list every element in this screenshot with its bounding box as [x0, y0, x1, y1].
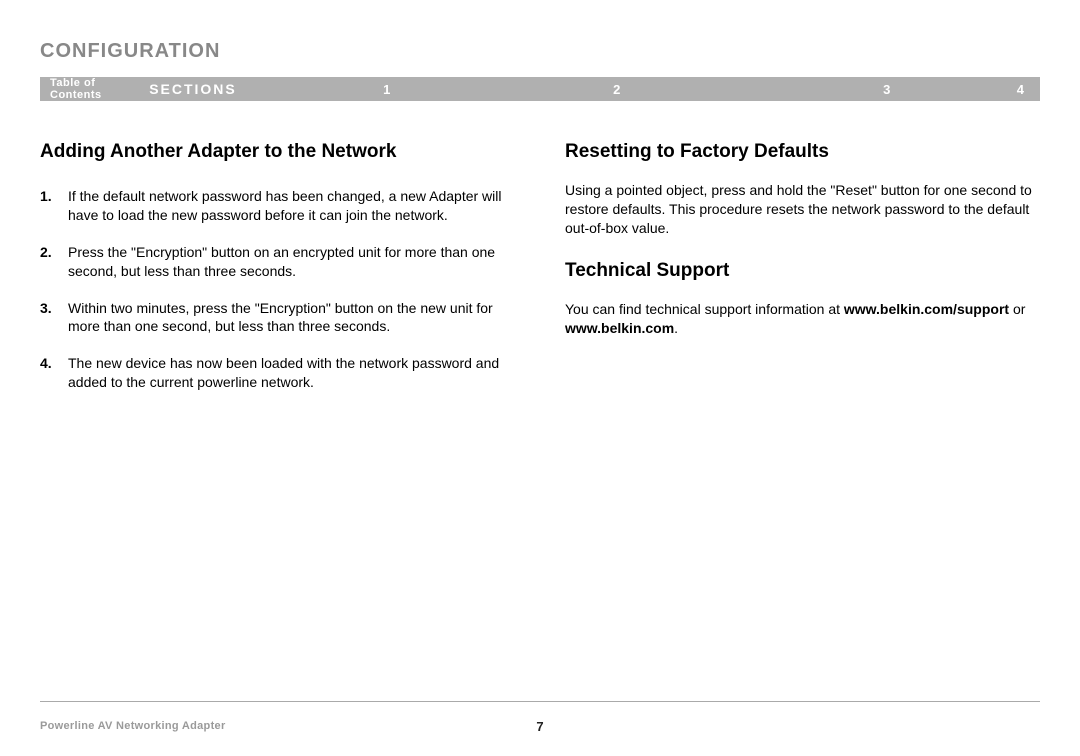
list-item: 3. Within two minutes, press the "Encryp…	[40, 299, 515, 337]
support-text-mid: or	[1009, 301, 1025, 317]
page-title: CONFIGURATION	[40, 40, 1040, 63]
footer-doc-name: Powerline AV Networking Adapter	[40, 720, 226, 732]
list-item: 1. If the default network password has b…	[40, 187, 515, 225]
nav-section-3[interactable]: 3	[757, 82, 1017, 97]
support-paragraph: You can find technical support informati…	[565, 300, 1040, 338]
nav-section-4[interactable]: 4	[1017, 82, 1040, 97]
support-heading: Technical Support	[565, 260, 1040, 282]
left-column: Adding Another Adapter to the Network 1.…	[40, 141, 515, 410]
step-number: 4.	[40, 354, 68, 392]
nav-toc-link[interactable]: Table of Contents	[40, 77, 149, 101]
page: CONFIGURATION Table of Contents SECTIONS…	[0, 0, 1080, 756]
nav-bar: Table of Contents SECTIONS 1 2 3 4	[40, 77, 1040, 101]
right-column: Resetting to Factory Defaults Using a po…	[565, 141, 1040, 410]
step-number: 2.	[40, 243, 68, 281]
step-text: Within two minutes, press the "Encryptio…	[68, 299, 515, 337]
step-number: 3.	[40, 299, 68, 337]
footer: Powerline AV Networking Adapter 7	[40, 720, 1040, 732]
step-text: If the default network password has been…	[68, 187, 515, 225]
support-link-2[interactable]: www.belkin.com	[565, 320, 674, 336]
step-text: Press the "Encryption" button on an encr…	[68, 243, 515, 281]
support-text-post: .	[674, 320, 678, 336]
list-item: 2. Press the "Encryption" button on an e…	[40, 243, 515, 281]
nav-section-2[interactable]: 2	[477, 82, 757, 97]
nav-sections-label: SECTIONS	[149, 81, 297, 97]
steps-list: 1. If the default network password has b…	[40, 187, 515, 392]
reset-paragraph: Using a pointed object, press and hold t…	[565, 181, 1040, 238]
left-heading: Adding Another Adapter to the Network	[40, 141, 515, 163]
footer-page-number: 7	[536, 719, 543, 734]
step-number: 1.	[40, 187, 68, 225]
footer-rule	[40, 701, 1040, 702]
list-item: 4. The new device has now been loaded wi…	[40, 354, 515, 392]
step-text: The new device has now been loaded with …	[68, 354, 515, 392]
nav-section-1[interactable]: 1	[297, 82, 477, 97]
content-columns: Adding Another Adapter to the Network 1.…	[40, 141, 1040, 410]
support-link-1[interactable]: www.belkin.com/support	[844, 301, 1009, 317]
support-text-pre: You can find technical support informati…	[565, 301, 844, 317]
reset-heading: Resetting to Factory Defaults	[565, 141, 1040, 163]
